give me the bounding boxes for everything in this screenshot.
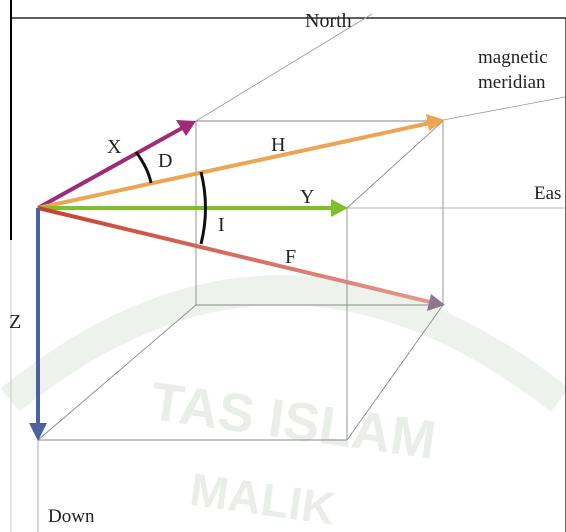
watermark-text-1: TAS ISLAM [147,371,440,470]
declination-arc [134,151,153,184]
magnetic-meridian-label-line1: magnetic [478,47,548,68]
h-vector [37,114,445,210]
x-label: X [107,136,122,158]
east-label: Eas [534,183,561,204]
down-label: Down [48,506,95,527]
watermark: TAS ISLAM MALIK [0,275,566,532]
north-label: North [305,10,352,32]
z-vector [29,208,47,441]
x-vector [37,120,196,210]
watermark-text-2: MALIK [187,463,338,532]
f-vector [37,206,445,311]
watermark-arch [0,275,566,412]
magnetic-meridian-label-line2: meridian [478,72,546,93]
f-label: F [285,246,296,268]
z-label: Z [9,311,21,333]
h-label: H [271,134,285,156]
y-label: Y [300,186,314,208]
i-label: I [218,214,225,236]
north-reference-line [195,13,373,122]
reference-lines [37,13,566,532]
d-label: D [158,150,172,172]
inclination-arc [199,171,207,245]
y-vector [38,199,348,217]
image-border [10,0,566,532]
meridian-reference-line [442,96,566,121]
